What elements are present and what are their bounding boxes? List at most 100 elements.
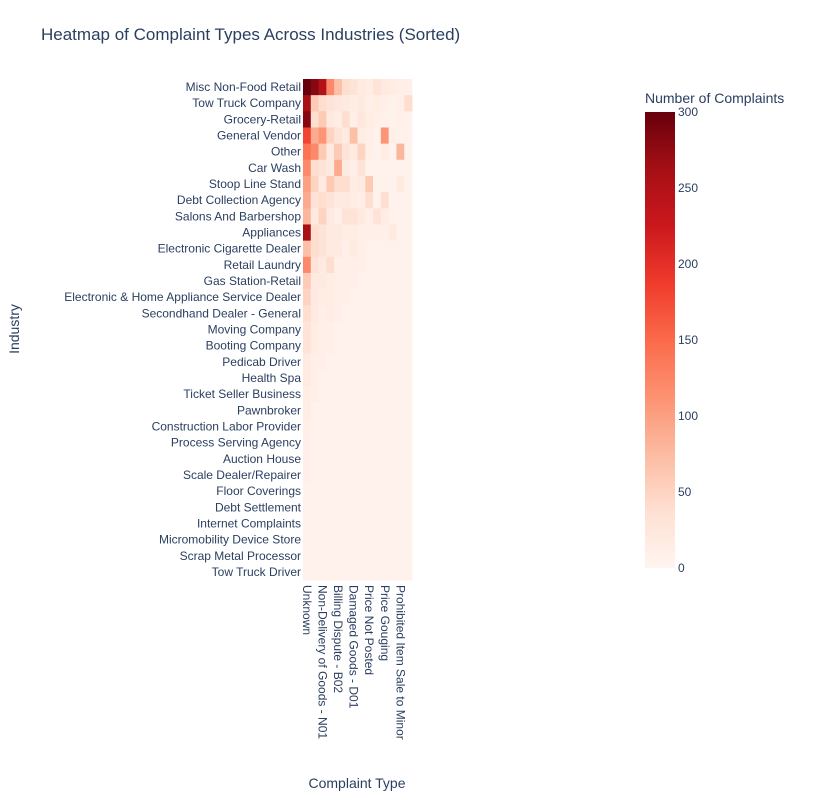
- colorbar-tick-label: 50: [678, 485, 692, 499]
- heatmap-cell: [326, 175, 335, 193]
- y-tick-label: Construction Labor Provider: [152, 419, 301, 433]
- y-tick-label: Misc Non-Food Retail: [186, 80, 301, 94]
- x-tick-label: Prohibited Item Sale to Minor: [393, 585, 407, 740]
- y-tick-label: Health Spa: [242, 371, 302, 385]
- heatmap-cell: [349, 402, 358, 419]
- heatmap-cell: [396, 95, 405, 112]
- heatmap-cell: [334, 175, 343, 193]
- heatmap-cell: [365, 515, 374, 532]
- heatmap-cell: [341, 547, 351, 565]
- heatmap-cell: [388, 111, 397, 128]
- heatmap-cell: [318, 531, 327, 549]
- heatmap-cell: [326, 208, 335, 225]
- heatmap-cell: [380, 240, 390, 258]
- heatmap-cell: [334, 386, 343, 403]
- heatmap-cell: [326, 305, 335, 322]
- heatmap-cell: [341, 337, 351, 355]
- heatmap-cell: [349, 531, 358, 549]
- heatmap-cell: [341, 369, 351, 387]
- heatmap-cell: [318, 337, 327, 355]
- x-tick-label: Price Not Posted: [362, 585, 376, 675]
- heatmap-cell: [396, 321, 405, 338]
- heatmap-cell: [326, 95, 335, 112]
- heatmap-cell: [373, 450, 382, 468]
- heatmap-cell: [326, 240, 335, 258]
- heatmap-cell: [341, 159, 351, 177]
- heatmap-cell: [303, 305, 312, 322]
- y-tick-label: Tow Truck Driver: [212, 565, 301, 579]
- heatmap-cell: [388, 531, 397, 549]
- heatmap-cell: [357, 547, 366, 565]
- heatmap-cell: [349, 547, 358, 565]
- heatmap-cell: [326, 563, 335, 581]
- heatmap-cell: [357, 515, 366, 532]
- heatmap-cell: [318, 79, 327, 96]
- heatmap-cell: [380, 466, 390, 484]
- heatmap-cell: [334, 353, 343, 371]
- x-tick-label: Unknown: [300, 585, 314, 635]
- heatmap-cell: [404, 353, 413, 371]
- heatmap-cell: [396, 450, 405, 468]
- heatmap-cell: [396, 337, 405, 355]
- heatmap-cell: [373, 175, 382, 193]
- heatmap-cell: [404, 159, 413, 177]
- heatmap-cell: [357, 386, 366, 403]
- y-tick-label: Debt Settlement: [215, 500, 302, 514]
- heatmap-cell: [310, 111, 319, 128]
- heatmap-cell: [349, 321, 358, 338]
- heatmap-cell: [365, 483, 374, 500]
- heatmap-cell: [365, 127, 374, 145]
- y-tick-label: Secondhand Dealer - General: [142, 306, 301, 320]
- heatmap-cell: [349, 305, 358, 322]
- heatmap-cell: [310, 240, 319, 258]
- heatmap-cell: [380, 159, 390, 177]
- heatmap-cell: [334, 208, 343, 225]
- heatmap-cell: [365, 79, 374, 96]
- heatmap-cell: [388, 386, 397, 403]
- heatmap-cell: [334, 79, 343, 96]
- heatmap-cell: [357, 466, 366, 484]
- heatmap-cell: [357, 127, 366, 145]
- heatmap-cell: [365, 337, 374, 355]
- heatmap-cell: [303, 466, 312, 484]
- heatmap-cell: [404, 563, 413, 581]
- heatmap-cell: [349, 353, 358, 371]
- heatmap-cell: [373, 353, 382, 371]
- heatmap-cell: [380, 272, 390, 290]
- heatmap-cell: [310, 418, 319, 435]
- heatmap-cell: [310, 531, 319, 549]
- heatmap-cell: [310, 450, 319, 468]
- heatmap-cell: [396, 289, 405, 306]
- heatmap-cell: [404, 79, 413, 96]
- heatmap-cell: [318, 386, 327, 403]
- heatmap-cell: [396, 563, 405, 581]
- heatmap-cell: [357, 418, 366, 435]
- heatmap-cell: [310, 272, 319, 290]
- heatmap-cell: [373, 434, 382, 452]
- y-tick-label: Micromobility Device Store: [159, 533, 301, 547]
- heatmap-cell: [365, 402, 374, 419]
- heatmap-cell: [396, 531, 405, 549]
- heatmap-cell: [357, 531, 366, 549]
- heatmap-cell: [326, 289, 335, 306]
- heatmap-cell: [373, 111, 382, 128]
- heatmap-cell: [318, 289, 327, 306]
- heatmap-cell: [357, 111, 366, 128]
- heatmap-cell: [365, 111, 374, 128]
- heatmap-cell: [373, 208, 382, 225]
- heatmap-cell: [303, 289, 312, 306]
- heatmap-cell: [310, 402, 319, 419]
- heatmap-cell: [310, 159, 319, 177]
- heatmap-cell: [334, 289, 343, 306]
- y-tick-label: Gas Station-Retail: [204, 274, 301, 288]
- y-tick-label: Ticket Seller Business: [183, 387, 301, 401]
- heatmap-cell: [404, 321, 413, 338]
- heatmap-cell: [303, 321, 312, 338]
- heatmap-cell: [404, 224, 413, 242]
- heatmap-cell: [349, 208, 358, 225]
- heatmap-cell: [341, 272, 351, 290]
- y-tick-label: Debt Collection Agency: [177, 193, 301, 207]
- heatmap-cell: [349, 272, 358, 290]
- heatmap-cell: [388, 563, 397, 581]
- heatmap-cell: [373, 466, 382, 484]
